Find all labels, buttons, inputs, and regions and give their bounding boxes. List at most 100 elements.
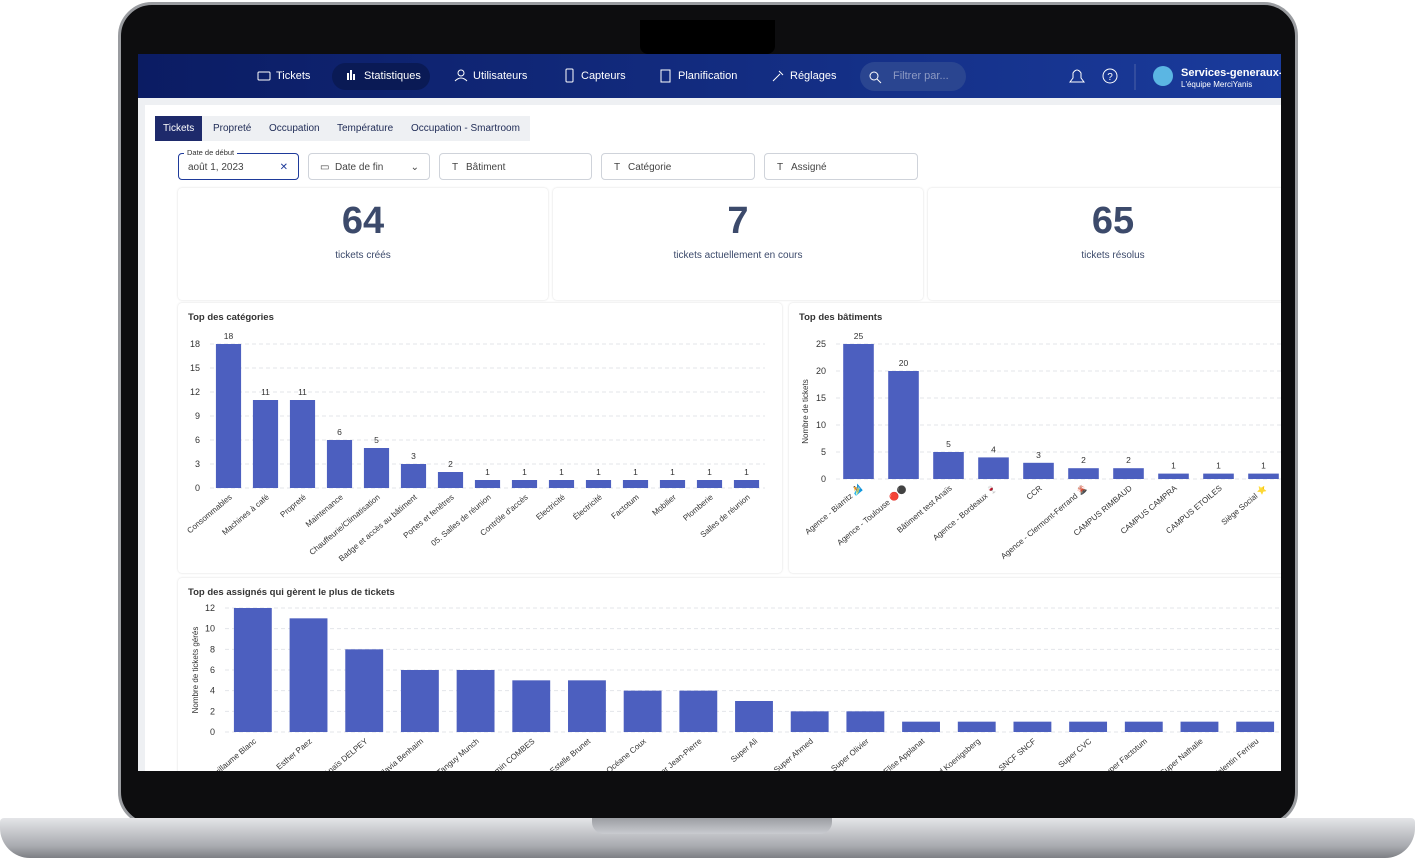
- bar: [289, 618, 328, 732]
- tab[interactable]: Température: [337, 123, 394, 134]
- bar: [1069, 721, 1108, 732]
- stat-card: 7 tickets actuellement en cours: [553, 188, 923, 300]
- bar: [456, 670, 495, 732]
- bar: [846, 711, 885, 732]
- y-axis-label: Nombre de tickets gérés: [191, 627, 200, 714]
- bar: [511, 480, 538, 488]
- y-tick-label: 0: [195, 483, 200, 493]
- stat-label: tickets résolus: [1081, 250, 1145, 261]
- data-label: 4: [991, 444, 996, 454]
- bar: [733, 480, 760, 488]
- bar: [400, 464, 427, 488]
- bar: [1113, 468, 1144, 479]
- filter-text: Assigné: [791, 162, 827, 173]
- user-name[interactable]: Services-generaux-: [1181, 67, 1281, 79]
- bar: [902, 721, 940, 732]
- y-tick-label: 6: [195, 435, 200, 445]
- x-tick-label: Super Nathalie: [1158, 736, 1205, 771]
- svg-text:?: ?: [1107, 72, 1113, 83]
- x-tick-label: Super Olivier: [829, 736, 870, 771]
- y-tick-label: 5: [821, 447, 826, 457]
- y-tick-label: 10: [205, 624, 215, 634]
- x-tick-label: Flavia Benhaim: [377, 736, 425, 771]
- x-tick-label: Super Ahmed: [772, 737, 815, 771]
- x-tick-label: Elise Applanat: [882, 736, 927, 771]
- nav-item[interactable]: Réglages: [790, 70, 837, 82]
- bar: [696, 480, 723, 488]
- data-label: 3: [411, 451, 416, 461]
- x-tick-label: Valentin Ferrieu: [1212, 737, 1261, 771]
- x-tick-label: Tanguy Munch: [435, 737, 481, 771]
- x-tick-label: Océane Coux: [605, 737, 648, 771]
- bar: [659, 480, 686, 488]
- filter-label: Date de début: [184, 148, 238, 158]
- camera-notch: [640, 20, 775, 54]
- chevron: ⌄: [410, 162, 419, 173]
- tab-bar: [155, 116, 530, 141]
- laptop-notch: [592, 818, 832, 834]
- chart-title: Top des catégories: [188, 312, 274, 323]
- tab[interactable]: Occupation: [269, 123, 320, 134]
- bar: [1158, 473, 1189, 479]
- y-tick-label: 9: [195, 411, 200, 421]
- x-tick-label: Chauffeurie/Climatisation: [308, 493, 382, 557]
- x-tick-label: Plomberie: [681, 492, 715, 522]
- tab[interactable]: Occupation - Smartroom: [411, 123, 520, 134]
- clear-icon[interactable]: ✕: [279, 162, 288, 173]
- data-label: 1: [522, 467, 527, 477]
- bar: [252, 400, 279, 488]
- filter-building[interactable]: T Bâtiment: [439, 153, 592, 180]
- nav-item[interactable]: Statistiques: [364, 70, 421, 82]
- data-label: 2: [1081, 455, 1086, 465]
- bar: [474, 480, 501, 488]
- x-tick-label: Super Jean-Pierre: [648, 736, 704, 771]
- y-tick-label: 20: [816, 366, 826, 376]
- stat-label: tickets actuellement en cours: [673, 250, 803, 261]
- bar: [1124, 721, 1163, 732]
- filter-text: Bâtiment: [466, 162, 506, 173]
- data-label: 1: [1216, 461, 1221, 471]
- data-label: 5: [946, 439, 951, 449]
- stat-value: 65: [1091, 200, 1135, 242]
- search-box[interactable]: Filtrer par...: [860, 62, 966, 91]
- y-tick-label: 6: [210, 665, 215, 675]
- data-label: 1: [596, 467, 601, 477]
- bar: [957, 721, 996, 732]
- data-label: 1: [1171, 461, 1176, 471]
- nav-item[interactable]: Tickets: [276, 70, 311, 82]
- y-tick-label: 8: [210, 644, 215, 654]
- filter-assignee[interactable]: T Assigné: [764, 153, 918, 180]
- x-tick-label: Anaïs DELPEY: [322, 736, 370, 771]
- bar: [363, 448, 390, 488]
- stat-label: tickets créés: [335, 250, 391, 261]
- x-tick-label: Electricité: [534, 492, 567, 522]
- x-tick-label: Bernard Koenigsberg: [918, 737, 982, 771]
- data-label: 1: [1261, 461, 1266, 471]
- bar: [585, 480, 612, 488]
- stat-card: 64 tickets créés: [178, 188, 548, 300]
- data-label: 25: [854, 331, 864, 341]
- y-tick-label: 3: [195, 459, 200, 469]
- nav-item[interactable]: Planification: [678, 70, 738, 82]
- data-label: 1: [559, 467, 564, 477]
- x-tick-label: SNCF SNCF: [997, 737, 1038, 771]
- tab-active[interactable]: Tickets: [155, 116, 203, 141]
- data-label: 5: [374, 435, 379, 445]
- bar: [1180, 721, 1219, 732]
- x-tick-label: Estelle Brunet: [548, 736, 593, 771]
- bar: [622, 480, 649, 488]
- nav-item[interactable]: Capteurs: [581, 70, 626, 82]
- y-axis-label: Nombre de tickets: [801, 379, 810, 443]
- tab[interactable]: Propreté: [213, 123, 252, 134]
- filter-category[interactable]: T Catégorie: [601, 153, 755, 180]
- filter-end-date[interactable]: Date de fin ▭ ⌄: [308, 153, 430, 180]
- x-tick-label: Benjamin COMBES: [477, 737, 537, 771]
- chart-card: Top des catégories: [178, 303, 782, 573]
- data-label: 1: [670, 467, 675, 477]
- x-tick-label: Guillaume Blanc: [208, 737, 258, 771]
- data-label: 3: [1036, 450, 1041, 460]
- filter-text: Date de fin: [335, 162, 384, 173]
- nav-item[interactable]: Utilisateurs: [473, 70, 528, 82]
